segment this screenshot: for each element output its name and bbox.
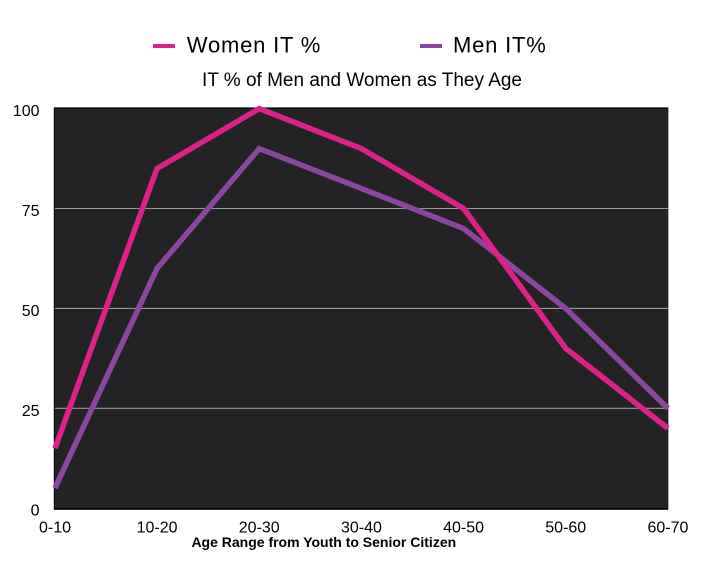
- svg-text:60-70: 60-70: [647, 520, 688, 537]
- svg-text:100: 100: [13, 103, 40, 120]
- svg-text:20-30: 20-30: [239, 520, 280, 537]
- svg-text:10-20: 10-20: [137, 520, 178, 537]
- svg-text:40-50: 40-50: [443, 520, 484, 537]
- svg-text:Women IT %: Women IT %: [187, 33, 321, 58]
- svg-text:25: 25: [22, 403, 40, 420]
- svg-text:50-60: 50-60: [545, 520, 586, 537]
- svg-text:50: 50: [22, 303, 40, 320]
- svg-text:Men IT%: Men IT%: [453, 33, 547, 58]
- svg-text:IT % of Men and Women as They: IT % of Men and Women as They Age: [202, 70, 522, 91]
- svg-text:30-40: 30-40: [341, 520, 382, 537]
- svg-text:0-10: 0-10: [39, 520, 71, 537]
- svg-text:Age Range from Youth to Senior: Age Range from Youth to Senior Citizen: [191, 534, 456, 550]
- svg-text:0: 0: [31, 503, 40, 520]
- svg-text:75: 75: [22, 203, 40, 220]
